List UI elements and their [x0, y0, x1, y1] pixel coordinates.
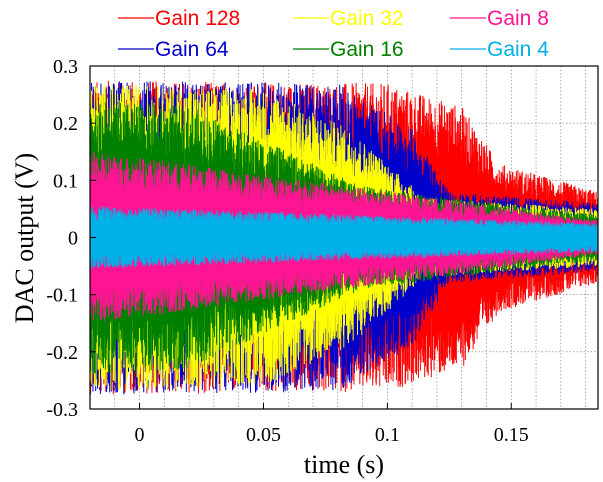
y-tick-label: 0.2 [53, 113, 78, 135]
legend-label: Gain 8 [487, 7, 549, 30]
ticks: 0 0.05 0.1 0.15 -0.3 -0.2 -0.1 0 0.1 0.2 0.3 [46, 56, 528, 446]
y-tick-label: 0.1 [53, 170, 78, 192]
x-tick-label: 0 [135, 424, 145, 446]
legend-label: Gain 32 [330, 7, 404, 30]
y-tick-label: -0.3 [46, 399, 78, 421]
legend-label: Gain 128 [155, 7, 240, 30]
legend-item-gain-64: Gain 64 [118, 38, 229, 61]
y-axis-title: DAC output (V) [10, 153, 39, 323]
legend-label: Gain 16 [330, 38, 404, 61]
legend-item-gain-16: Gain 16 [293, 38, 404, 61]
legend: Gain 128 Gain 32 Gain 8 Gain 64 Gain 16 Gain … [118, 7, 549, 61]
y-tick-label: 0 [68, 228, 78, 250]
x-axis-title: time (s) [304, 450, 384, 479]
legend-label: Gain 64 [155, 38, 229, 61]
x-tick-label: 0.05 [246, 424, 281, 446]
y-tick-label: 0.3 [53, 56, 78, 78]
legend-item-gain-128: Gain 128 [118, 7, 240, 30]
y-tick-label: -0.2 [46, 342, 78, 364]
legend-item-gain-4: Gain 4 [450, 38, 549, 61]
x-tick-label: 0.15 [494, 424, 529, 446]
x-tick-label: 0.1 [375, 424, 400, 446]
y-tick-label: -0.1 [46, 285, 78, 307]
legend-label: Gain 4 [487, 38, 549, 61]
series-layer [90, 80, 598, 395]
series-gain-4 [90, 206, 598, 269]
legend-item-gain-8: Gain 8 [450, 7, 549, 30]
legend-item-gain-32: Gain 32 [293, 7, 404, 30]
